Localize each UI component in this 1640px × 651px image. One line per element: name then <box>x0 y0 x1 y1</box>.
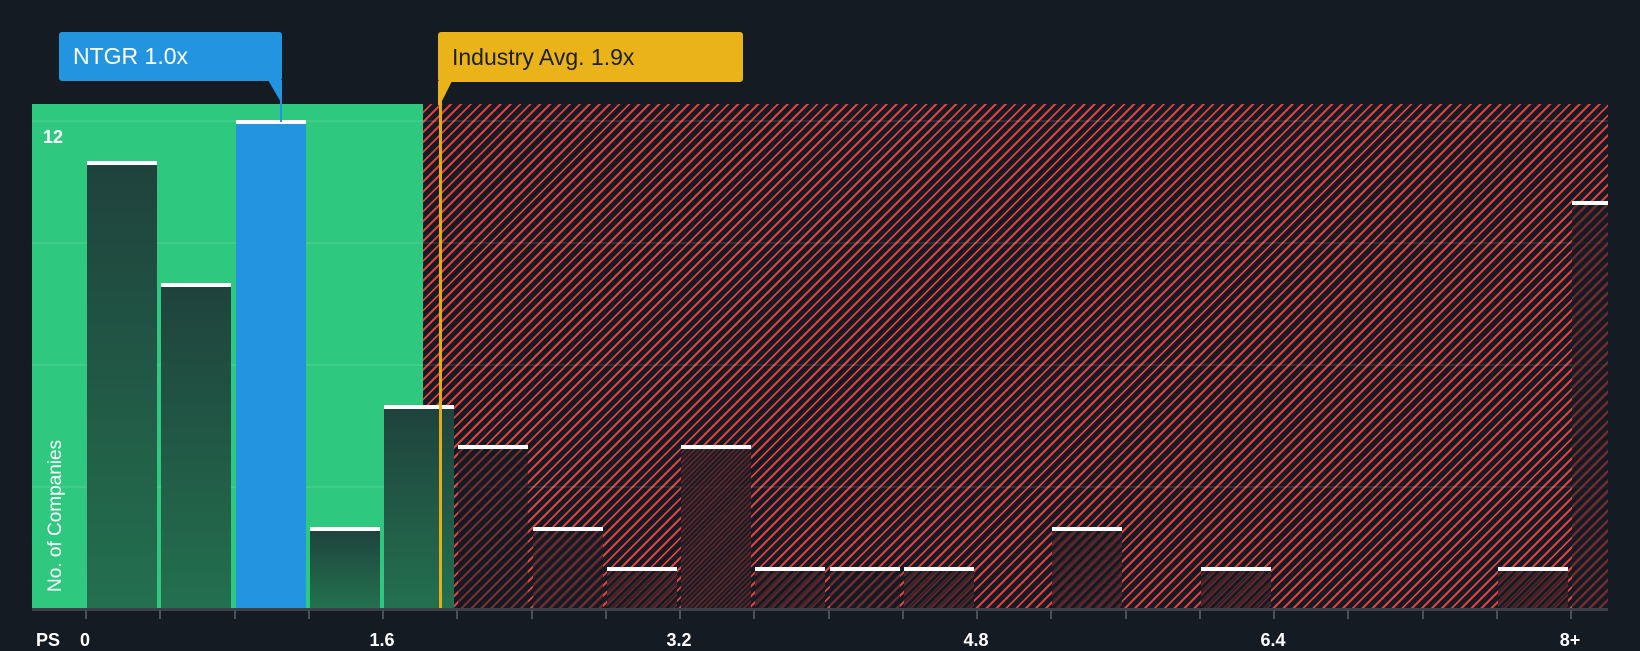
x-tick-label: 1.6 <box>369 630 395 650</box>
bar-top-cap <box>830 567 900 571</box>
histogram-bar <box>681 445 751 608</box>
overvalued-zone <box>423 104 1608 608</box>
industry-avg-callout: Industry Avg. 1.9x <box>438 32 743 82</box>
histogram-bar <box>830 567 900 608</box>
x-axis-tick <box>828 610 830 619</box>
x-axis-tick <box>1050 610 1052 619</box>
histogram-bar <box>1498 567 1568 608</box>
bar-top-cap <box>755 567 825 571</box>
bar-top-cap <box>458 445 528 449</box>
bar-top-cap <box>384 405 454 409</box>
x-axis-tick <box>531 610 533 619</box>
x-axis-tick <box>456 610 458 619</box>
x-axis-tick <box>1273 610 1275 619</box>
x-axis-tick <box>85 610 87 619</box>
x-axis-tick <box>1496 610 1498 619</box>
y-gridline <box>32 364 1608 366</box>
x-axis-tick <box>1199 610 1201 619</box>
bar-top-cap <box>1201 567 1271 571</box>
histogram-bar <box>1201 567 1271 608</box>
x-axis-tick <box>976 610 978 619</box>
x-tick-label: 0 <box>79 630 91 650</box>
highlighted-company-bar <box>236 120 306 608</box>
y-gridline <box>32 242 1608 244</box>
x-tick-label: 4.8 <box>963 630 989 650</box>
histogram-bar <box>1052 527 1122 608</box>
company-callout: NTGR 1.0x <box>59 32 282 81</box>
industry-avg-line <box>439 82 442 608</box>
y-gridline <box>32 120 1608 122</box>
company-callout-label: NTGR 1.0x <box>73 43 189 69</box>
histogram-bar <box>87 161 157 608</box>
x-axis-tick <box>605 610 607 619</box>
histogram-bar <box>384 405 454 608</box>
bar-top-cap <box>1052 527 1122 531</box>
x-axis-prefix-label: PS <box>36 630 61 650</box>
x-axis-line <box>32 608 1608 611</box>
company-callout-pointer-icon <box>268 80 282 122</box>
x-axis-tick <box>159 610 161 619</box>
x-axis-tick <box>308 610 310 619</box>
histogram-bar <box>310 527 380 608</box>
x-axis-tick <box>234 610 236 619</box>
x-tick-label: 8+ <box>1559 630 1581 650</box>
x-axis-tick <box>1125 610 1127 619</box>
bar-top-cap <box>1572 201 1608 205</box>
x-tick-label: 6.4 <box>1260 630 1286 650</box>
histogram-bar <box>607 567 677 608</box>
bar-top-cap <box>1498 567 1568 571</box>
x-tick-label: 3.2 <box>666 630 692 650</box>
x-axis-tick <box>902 610 904 619</box>
bar-top-cap <box>607 567 677 571</box>
x-axis-tick <box>679 610 681 619</box>
histogram-bar <box>458 445 528 608</box>
bar-top-cap <box>904 567 974 571</box>
bar-top-cap <box>161 283 231 287</box>
x-axis-tick <box>1347 610 1349 619</box>
bar-top-cap <box>87 161 157 165</box>
bar-top-cap <box>236 120 306 124</box>
y-axis-label: No. of Companies <box>45 439 66 592</box>
histogram-bar <box>755 567 825 608</box>
histogram-bar <box>161 283 231 608</box>
x-axis-tick <box>382 610 384 619</box>
x-axis-tick <box>1570 610 1572 619</box>
x-axis-tick <box>753 610 755 619</box>
bar-top-cap <box>310 527 380 531</box>
industry-avg-callout-label: Industry Avg. 1.9x <box>452 43 635 70</box>
industry-callout-pointer-icon <box>438 81 452 105</box>
y-gridline <box>32 486 1608 488</box>
y-axis-top-tick-label: 12 <box>43 127 64 147</box>
histogram-bar <box>904 567 974 608</box>
bar-top-cap <box>681 445 751 449</box>
histogram-bar <box>1572 201 1608 608</box>
histogram-bar <box>533 527 603 608</box>
bar-top-cap <box>533 527 603 531</box>
x-axis-tick <box>1422 610 1424 619</box>
